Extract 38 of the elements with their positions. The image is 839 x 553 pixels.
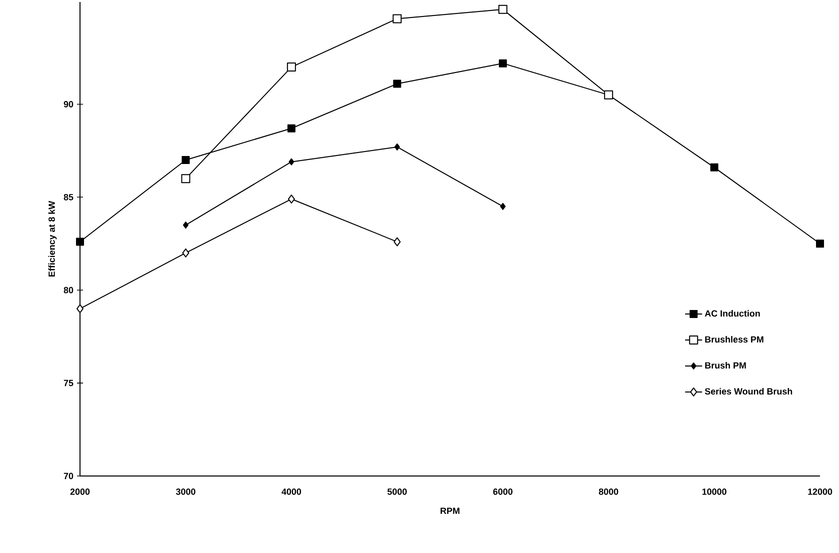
point (500, 202, 506, 210)
y-tick-label: 75 (64, 380, 74, 386)
x-tick-label: 2000 (70, 488, 90, 495)
point (394, 237, 401, 246)
point (288, 158, 294, 166)
legend-label: Series Wound Brush (704, 388, 792, 395)
point (182, 248, 190, 258)
point (710, 163, 718, 172)
x-tick-label: 5000 (387, 488, 407, 495)
point (76, 304, 84, 314)
point (394, 143, 400, 150)
point (498, 4, 508, 14)
x-tick-label: 3000 (176, 488, 196, 495)
point (287, 124, 296, 132)
point (392, 14, 402, 24)
point (182, 222, 188, 229)
point (816, 240, 824, 248)
point (181, 174, 190, 184)
point (288, 194, 295, 204)
legend-label: Brush PM (705, 362, 746, 369)
y-tick-label: 80 (64, 286, 74, 294)
x-tick-label: 4000 (282, 488, 302, 495)
legend-label: AC Induction (704, 310, 760, 317)
x-tick-label: 8000 (598, 488, 618, 495)
y-axis-title: Efficiency at 8 kW (48, 200, 57, 277)
point (286, 62, 296, 72)
point (76, 238, 84, 246)
point (393, 80, 402, 88)
x-tick-label: 12000 (808, 488, 832, 495)
y-tick-label: 85 (64, 194, 74, 200)
point (498, 59, 507, 68)
x-axis-title: RPM (440, 508, 460, 514)
point (182, 156, 190, 164)
y-tick-label: 70 (64, 472, 74, 480)
x-tick-label: 6000 (493, 488, 512, 495)
x-tick-label: 10000 (702, 488, 726, 495)
y-tick-label: 90 (64, 101, 74, 108)
legend-label: Brushless PM (705, 336, 764, 343)
